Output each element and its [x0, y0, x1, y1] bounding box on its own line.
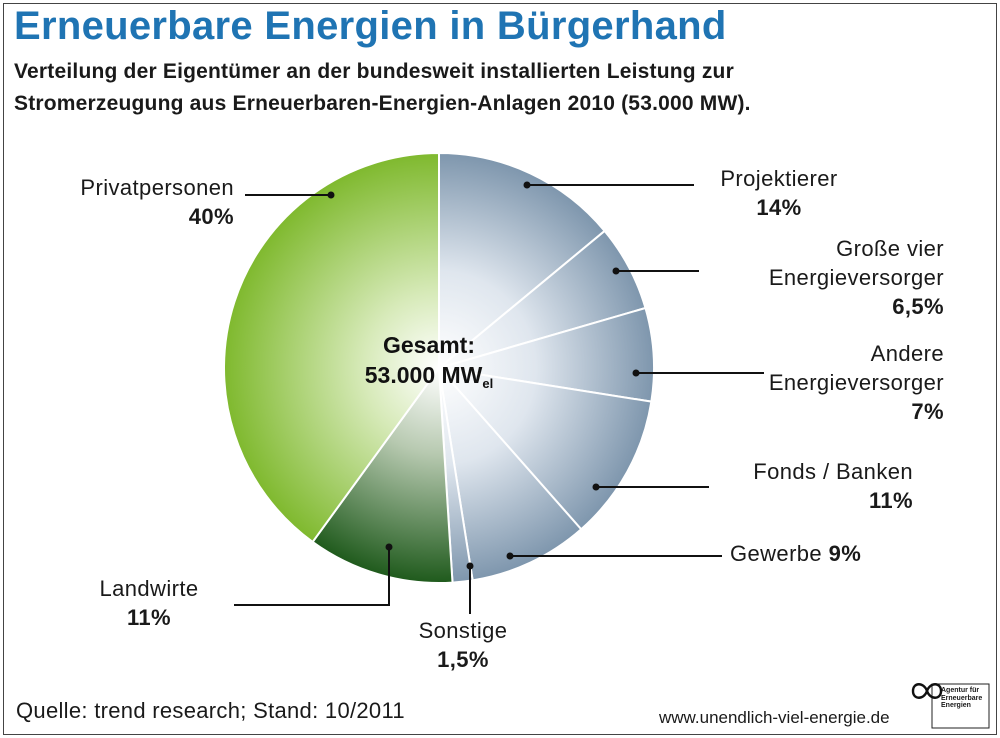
label-grosse-vier: Große vier Energieversorger 6,5%	[769, 234, 944, 321]
label-projektierer-value: 14%	[756, 195, 802, 220]
logo-text: Agentur für Erneuerbare Energien	[941, 687, 983, 709]
leader-dot-andere-energieversorger	[632, 369, 640, 377]
infographic: { "title": "Erneuerbare Energien in Bürg…	[3, 3, 997, 735]
pie-slice-privatpersonen	[223, 151, 440, 544]
leader-dot-grosse-vier-energieversorger	[612, 267, 620, 275]
label-grosse-vier-value: 6,5%	[892, 294, 944, 319]
label-projektierer-name: Projektierer	[720, 166, 838, 191]
leader-dot-privatpersonen	[327, 191, 335, 199]
pie-slice-projektierer	[438, 151, 607, 371]
chart-title: Erneuerbare Energien in Bürgerhand	[14, 4, 727, 48]
label-privatpersonen-name: Privatpersonen	[80, 175, 234, 200]
label-privatpersonen: Privatpersonen 40%	[80, 173, 234, 231]
label-fonds: Fonds / Banken 11%	[753, 457, 913, 515]
label-grosse-vier-line2: Energieversorger	[768, 265, 944, 290]
label-landwirte-name: Landwirte	[99, 576, 199, 601]
label-andere-line1: Andere	[870, 341, 944, 366]
label-andere: Andere Energieversorger 7%	[769, 339, 944, 426]
pie-chart	[223, 151, 764, 614]
leader-dot-landwirte	[385, 543, 393, 551]
label-gewerbe-value: 9%	[828, 541, 862, 566]
source-note: Quelle: trend research; Stand: 10/2011	[16, 698, 405, 723]
label-andere-line2: Energieversorger	[768, 370, 944, 395]
leader-line-landwirte	[234, 547, 390, 606]
label-landwirte-value: 11%	[126, 605, 172, 630]
label-landwirte: Landwirte 11%	[74, 574, 224, 632]
label-andere-value: 7%	[911, 399, 944, 424]
pie-slice-gewerbe	[437, 364, 583, 582]
leader-dot-fonds-banken	[592, 483, 600, 491]
label-fonds-name: Fonds / Banken	[753, 459, 913, 484]
leader-dot-sonstige	[466, 562, 474, 570]
leader-dot-projektierer	[523, 181, 531, 189]
center-value: 53.000 MWel	[364, 362, 494, 391]
label-projektierer: Projektierer 14%	[699, 164, 859, 222]
label-gewerbe-name: Gewerbe	[730, 541, 823, 566]
chart-subtitle-line-1: Verteilung der Eigentümer an der bundesw…	[14, 60, 734, 83]
label-gewerbe: Gewerbe 9%	[730, 539, 861, 568]
label-privatpersonen-value: 40%	[188, 204, 234, 229]
label-fonds-value: 11%	[868, 488, 913, 513]
pie-slice-landwirte	[311, 365, 454, 584]
infinity-icon	[911, 683, 990, 729]
label-sonstige-value: 1,5%	[437, 647, 489, 672]
chart-subtitle-line-2: Stromerzeugung aus Erneuerbaren-Energien…	[14, 92, 751, 115]
agency-logo: Agentur für Erneuerbare Energien	[910, 678, 990, 730]
label-grosse-vier-line1: Große vier	[836, 236, 944, 261]
label-sonstige-name: Sonstige	[418, 618, 508, 643]
pie-center-total: Gesamt: 53.000 MWel	[344, 330, 514, 399]
label-sonstige: Sonstige 1,5%	[388, 616, 538, 674]
center-label: Gesamt:	[382, 332, 476, 358]
leader-dot-gewerbe	[506, 552, 514, 560]
website-link[interactable]: www.unendlich-viel-energie.de	[659, 708, 890, 727]
